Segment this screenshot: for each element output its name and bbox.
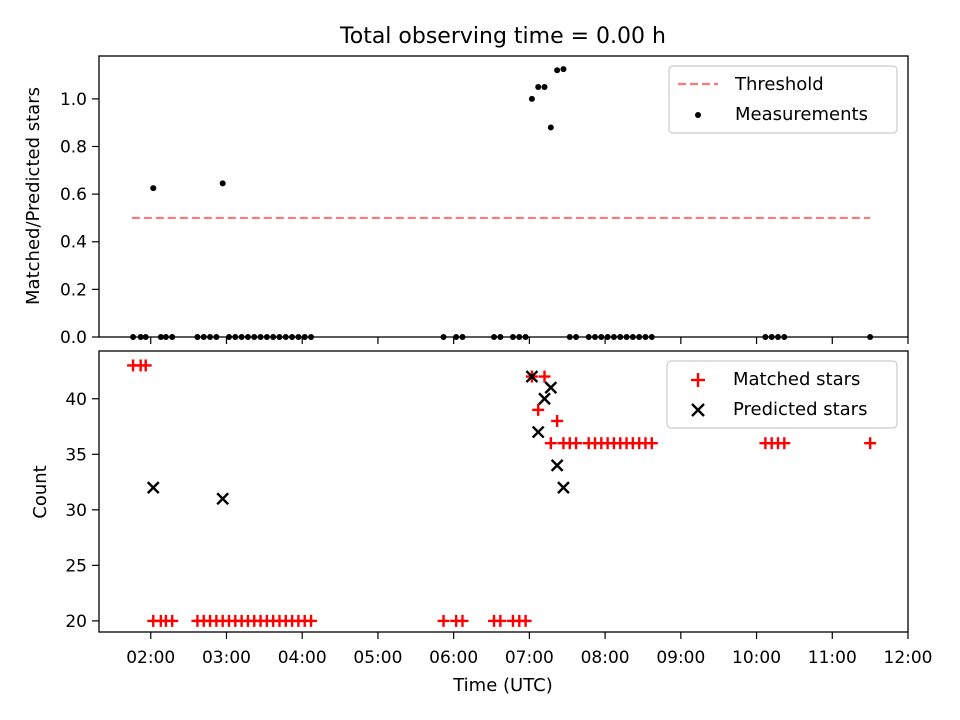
- matched-star-point: [864, 437, 877, 450]
- matched-star-point: [139, 359, 152, 372]
- bottom-legend-box: [666, 360, 898, 429]
- matched-star-point: [456, 614, 469, 627]
- bottom-xlabel: Time (UTC): [452, 675, 553, 696]
- bottom-y-tick-label: 20: [65, 612, 87, 632]
- bottom-x-tick-label: 08:00: [581, 648, 630, 668]
- predicted-star-stroke-b: [538, 392, 551, 406]
- top-y-tick-label: 0.8: [60, 137, 87, 157]
- legend-predicted-label: Predicted stars: [733, 399, 867, 420]
- predicted-star-point: [146, 481, 160, 494]
- matched-star-point: [551, 414, 564, 427]
- top-x-axis: [150, 337, 909, 344]
- measurement-point: [554, 67, 561, 74]
- legend-measurements-swatch: [695, 112, 701, 118]
- legend-threshold-label: Threshold: [734, 74, 824, 95]
- measurement-point: [150, 185, 157, 192]
- predicted-star-point: [531, 425, 545, 439]
- top-y-tick-label: 1.0: [60, 90, 87, 110]
- top-y-tick-label: 0.2: [60, 280, 87, 300]
- top-y-tick-label: 0.0: [60, 328, 87, 348]
- bottom-x-tick-label: 09:00: [656, 648, 705, 668]
- bottom-x-tick-label: 05:00: [353, 648, 402, 668]
- measurement-point: [535, 83, 542, 90]
- bottom-x-tick-label: 02:00: [126, 648, 175, 668]
- legend-matched-label: Matched stars: [733, 369, 860, 390]
- bottom-panel: Count Time (UTC) 20 25 30 35 40 02:00 03:00 04…: [30, 350, 933, 696]
- bottom-x-tick-label: 10:00: [732, 648, 781, 668]
- top-title: Total observing time = 0.00 h: [339, 24, 666, 49]
- matched-star-point: [166, 614, 179, 627]
- bottom-y-tick-label: 25: [65, 556, 87, 576]
- bottom-x-tick-label: 11:00: [808, 648, 857, 668]
- predicted-star-point: [544, 381, 558, 395]
- predicted-star-point: [216, 492, 230, 506]
- bottom-x-axis: 02:00 03:00 04:00 05:00 06:00 07:00 08:00 09:00…: [126, 632, 933, 668]
- matched-star-point: [519, 614, 532, 627]
- matched-star-point: [778, 437, 791, 450]
- predicted-star-stroke-b: [525, 370, 539, 383]
- legend-predicted-swatch: [691, 403, 705, 417]
- bottom-x-tick-label: 06:00: [429, 648, 478, 668]
- bottom-ylabel: Count: [30, 465, 51, 518]
- measurement-point: [547, 124, 554, 131]
- matched-star-point: [544, 437, 557, 450]
- predicted-star-stroke-b: [544, 381, 558, 395]
- predicted-star-point: [525, 370, 539, 383]
- matched-star-point: [538, 370, 551, 383]
- matched-star-point: [532, 403, 545, 416]
- legend-measurements-label: Measurements: [735, 104, 868, 125]
- predicted-star-stroke-b: [531, 425, 545, 439]
- bottom-axes-frame: [98, 350, 909, 633]
- top-ylabel: Matched/Predicted stars: [23, 87, 44, 305]
- predicted-star-point: [557, 481, 570, 494]
- predicted-star-stroke-b: [557, 481, 570, 494]
- matched-star-point: [494, 614, 507, 627]
- bottom-legend: Matched stars Predicted stars: [666, 360, 898, 429]
- bottom-x-tick-label: 12:00: [884, 648, 933, 668]
- top-y-tick-label: 0.6: [60, 185, 87, 205]
- top-legend-box: [668, 65, 898, 134]
- matched-star-point: [645, 437, 658, 450]
- predicted-star-stroke-b: [216, 492, 230, 506]
- bottom-y-tick-label: 40: [65, 390, 87, 410]
- top-panel: Total observing time = 0.00 h Matched/Pr…: [23, 24, 909, 348]
- bottom-plot-area: [127, 359, 877, 627]
- bottom-y-axis: 20 25 30 35 40: [65, 390, 99, 632]
- top-y-axis: 0.0 0.2 0.4 0.6 0.8 1.0: [60, 90, 99, 348]
- predicted-star-stroke-b: [550, 459, 564, 472]
- bottom-x-tick-label: 04:00: [278, 648, 327, 668]
- predicted-star-point: [550, 459, 564, 472]
- bottom-y-tick-label: 35: [65, 445, 87, 465]
- measurement-point: [560, 66, 567, 73]
- measurement-point: [219, 180, 226, 187]
- bottom-x-tick-label: 03:00: [202, 648, 251, 668]
- measurement-point: [541, 83, 548, 90]
- bottom-y-tick-label: 30: [65, 501, 87, 521]
- predicted-star-stroke-b: [146, 481, 160, 494]
- top-legend: Threshold Measurements: [668, 65, 898, 134]
- predicted-star-point: [538, 392, 551, 406]
- measurement-point: [528, 95, 535, 102]
- bottom-x-tick-label: 07:00: [505, 648, 554, 668]
- legend-matched-swatch: [691, 373, 705, 387]
- matched-star-point: [570, 437, 583, 450]
- top-y-tick-label: 0.4: [60, 233, 87, 253]
- matched-star-point: [305, 614, 318, 627]
- top-axes-frame: [98, 55, 909, 338]
- matched-star-point: [437, 614, 450, 627]
